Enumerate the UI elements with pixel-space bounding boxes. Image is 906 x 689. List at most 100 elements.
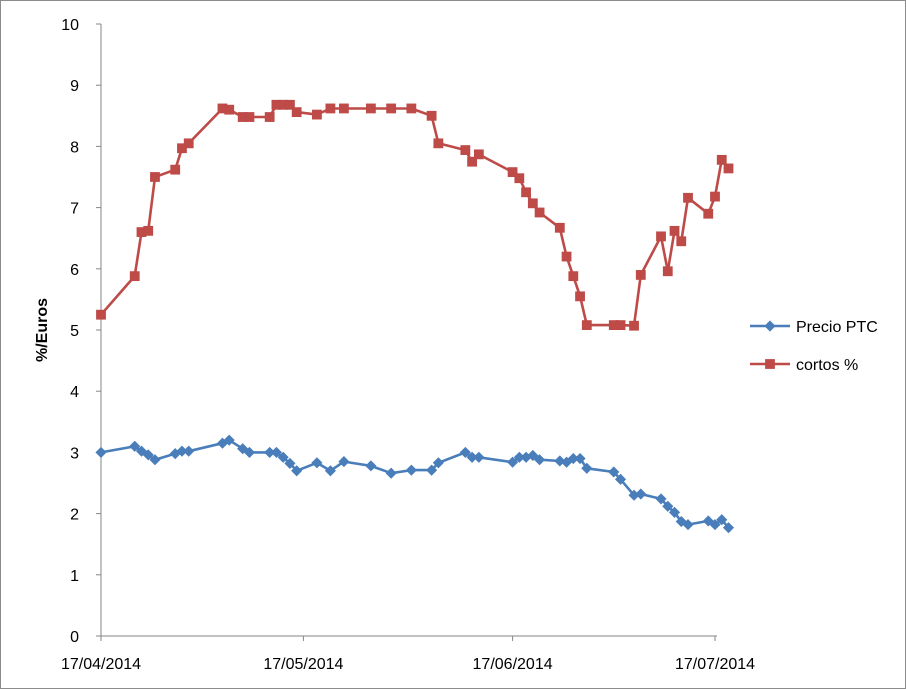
data-point-precio-ptc bbox=[716, 514, 728, 526]
data-point-precio-ptc bbox=[473, 451, 485, 463]
legend-label: cortos % bbox=[796, 357, 858, 374]
series-precio-ptc bbox=[95, 434, 735, 534]
x-tick-label: 17/05/2014 bbox=[263, 656, 343, 673]
data-point-cortos bbox=[615, 320, 626, 331]
data-point-precio-ptc bbox=[243, 446, 256, 458]
x-tick-labels: 17/04/2014 17/05/2014 17/06/2014 17/07/2014 bbox=[61, 656, 755, 673]
data-point-precio-ptc bbox=[534, 454, 546, 466]
data-point-cortos bbox=[676, 236, 687, 247]
data-point-precio-ptc bbox=[142, 449, 154, 461]
y-tick-label: 4 bbox=[70, 384, 79, 401]
data-point-precio-ptc bbox=[675, 515, 687, 528]
data-point-precio-ptc bbox=[385, 467, 397, 479]
axes bbox=[96, 23, 717, 641]
data-point-cortos bbox=[629, 320, 639, 331]
y-tick-labels: 0 1 2 3 4 5 6 7 8 9 10 bbox=[61, 17, 79, 646]
data-point-precio-ptc bbox=[527, 449, 539, 462]
data-point-cortos bbox=[534, 207, 545, 218]
x-tick-label: 17/07/2014 bbox=[675, 656, 755, 673]
data-point-cortos bbox=[669, 225, 680, 236]
data-point-cortos bbox=[723, 163, 734, 174]
legend-item-cortos: cortos % bbox=[750, 357, 858, 374]
data-point-precio-ptc bbox=[507, 456, 519, 468]
data-point-cortos bbox=[716, 154, 727, 165]
data-point-cortos bbox=[554, 222, 565, 233]
data-point-cortos bbox=[406, 103, 417, 114]
data-point-precio-ptc bbox=[459, 446, 471, 458]
legend-item-precio-ptc: Precio PTC bbox=[750, 319, 878, 336]
data-point-precio-ptc bbox=[682, 519, 694, 531]
data-point-precio-ptc bbox=[432, 457, 444, 469]
data-point-cortos bbox=[662, 266, 673, 277]
data-point-precio-ptc bbox=[135, 445, 148, 457]
data-point-precio-ptc bbox=[311, 457, 323, 469]
data-point-precio-ptc bbox=[365, 460, 377, 472]
legend-label: Precio PTC bbox=[796, 319, 878, 336]
data-point-precio-ptc bbox=[722, 522, 735, 534]
series-line-cortos bbox=[100, 103, 730, 327]
y-tick-label: 10 bbox=[61, 17, 79, 34]
data-point-cortos bbox=[581, 320, 592, 331]
y-tick-label: 9 bbox=[70, 78, 79, 95]
data-point-cortos bbox=[473, 149, 484, 160]
data-point-cortos bbox=[183, 138, 194, 149]
y-tick-label: 5 bbox=[70, 323, 79, 340]
data-point-precio-ptc bbox=[668, 506, 681, 518]
data-point-cortos bbox=[527, 198, 538, 209]
data-point-cortos bbox=[386, 103, 397, 114]
data-point-cortos bbox=[291, 107, 302, 118]
data-point-cortos bbox=[96, 309, 106, 320]
data-point-precio-ptc bbox=[338, 456, 350, 468]
data-point-cortos bbox=[170, 164, 181, 175]
data-point-cortos bbox=[683, 192, 693, 203]
data-point-cortos bbox=[244, 112, 255, 122]
data-point-precio-ptc bbox=[284, 457, 296, 469]
data-point-precio-ptc bbox=[709, 519, 721, 531]
data-point-cortos bbox=[224, 104, 235, 115]
data-point-cortos bbox=[264, 112, 275, 122]
data-point-precio-ptc bbox=[702, 515, 714, 527]
data-point-cortos bbox=[325, 103, 336, 114]
data-point-cortos bbox=[710, 191, 720, 202]
legend-swatch-marker bbox=[765, 359, 775, 369]
data-point-precio-ptc bbox=[635, 488, 647, 500]
data-point-cortos bbox=[433, 138, 444, 149]
data-point-cortos bbox=[514, 173, 525, 184]
data-point-precio-ptc bbox=[662, 500, 674, 512]
y-tick-label: 7 bbox=[70, 201, 79, 218]
data-point-precio-ptc bbox=[183, 445, 195, 457]
data-point-cortos bbox=[143, 225, 154, 236]
series-cortos bbox=[96, 99, 734, 331]
data-point-precio-ptc bbox=[574, 452, 586, 465]
data-point-cortos bbox=[575, 291, 585, 302]
data-point-cortos bbox=[568, 271, 579, 282]
data-point-cortos bbox=[150, 172, 160, 182]
data-point-precio-ptc bbox=[614, 473, 627, 485]
data-point-precio-ptc bbox=[581, 462, 593, 474]
data-point-cortos bbox=[507, 167, 518, 178]
data-point-precio-ptc bbox=[149, 454, 161, 466]
data-point-precio-ptc bbox=[129, 440, 141, 452]
data-point-precio-ptc bbox=[95, 446, 107, 458]
data-point-cortos bbox=[561, 251, 572, 262]
data-point-cortos bbox=[635, 270, 646, 280]
data-point-cortos bbox=[703, 208, 714, 219]
data-point-precio-ptc bbox=[324, 465, 336, 477]
data-point-precio-ptc bbox=[223, 434, 235, 446]
data-point-cortos bbox=[467, 156, 477, 167]
data-point-cortos bbox=[656, 231, 666, 242]
data-point-precio-ptc bbox=[426, 464, 438, 476]
legend-swatch-marker bbox=[764, 320, 776, 332]
legend: Precio PTC cortos % bbox=[750, 319, 878, 374]
y-tick-label: 0 bbox=[70, 629, 79, 646]
data-point-cortos bbox=[312, 109, 322, 120]
y-tick-label: 1 bbox=[70, 568, 79, 585]
x-tick-label: 17/06/2014 bbox=[473, 656, 553, 673]
data-point-precio-ptc bbox=[655, 493, 667, 505]
y-tick-label: 8 bbox=[70, 139, 79, 156]
y-tick-label: 6 bbox=[70, 262, 79, 279]
data-point-precio-ptc bbox=[291, 465, 303, 477]
data-point-precio-ptc bbox=[405, 464, 417, 476]
data-point-cortos bbox=[285, 99, 295, 110]
